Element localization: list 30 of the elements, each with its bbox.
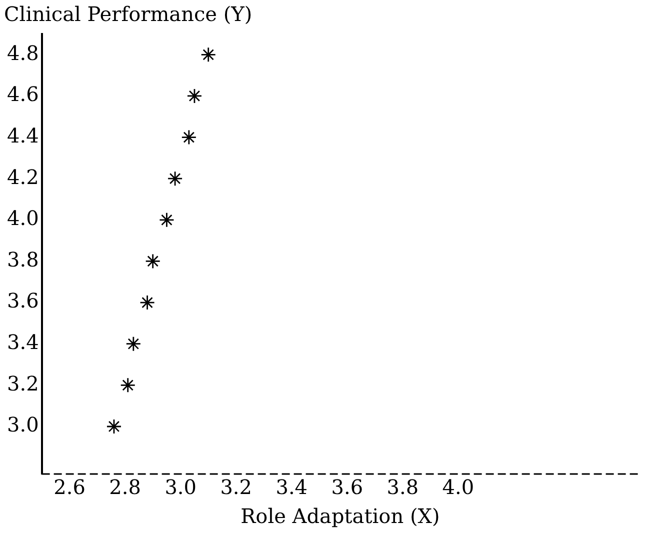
point	[159, 212, 174, 228]
point	[120, 377, 136, 393]
x-tick-label: 2.8	[109, 475, 141, 500]
point	[106, 418, 122, 434]
y-tick-label: 3.6	[6, 288, 39, 313]
x-tick-label: 3.6	[331, 475, 364, 500]
y-tick-label: 4.4	[6, 123, 39, 148]
x-tick-label: 3.8	[386, 475, 419, 500]
point	[145, 254, 161, 269]
y-tick-label: 3.8	[6, 247, 39, 272]
point	[140, 294, 155, 310]
y-tick-label: 4.0	[6, 206, 39, 230]
x-axis-title: Role Adaptation (X)	[240, 504, 440, 528]
point	[126, 336, 142, 352]
point	[181, 130, 197, 145]
x-tick-label: 3.4	[276, 475, 308, 500]
x-tick-label: 3.2	[220, 475, 252, 500]
point	[200, 46, 216, 62]
point	[167, 170, 183, 186]
y-tick-label: 4.6	[6, 82, 39, 106]
y-tick-label: 4.2	[6, 164, 39, 189]
x-tick-label: 2.6	[54, 475, 86, 500]
y-tick-label: 3.2	[6, 371, 39, 396]
y-tick-label: 3.0	[6, 412, 39, 437]
y-tick-label: 3.4	[6, 330, 39, 354]
chart-title: Clinical Performance (Y)	[4, 2, 252, 26]
x-tick-label: 4.0	[442, 475, 474, 500]
point	[186, 88, 202, 104]
x-tick-label: 3.0	[164, 475, 196, 500]
y-tick-label: 4.8	[6, 40, 39, 65]
